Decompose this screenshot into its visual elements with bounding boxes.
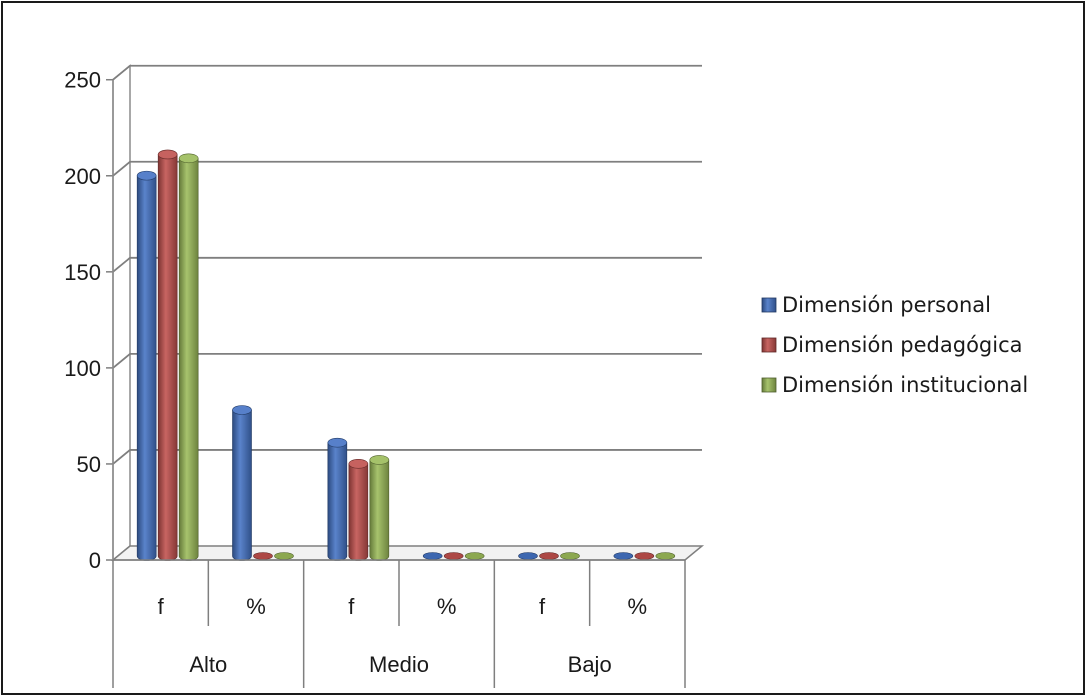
legend-item: Dimensión personal (761, 293, 991, 317)
legend-label: Dimensión institucional (782, 373, 1028, 397)
bar (369, 455, 390, 561)
bar (232, 405, 252, 561)
bar (560, 552, 580, 560)
legend-swatch (761, 337, 777, 353)
bars (136, 149, 676, 561)
bar (253, 552, 273, 560)
bar (422, 552, 443, 560)
bar (443, 552, 464, 560)
y-tick-label: 250 (64, 68, 101, 93)
plot-walls (110, 64, 705, 562)
gridline (112, 449, 702, 465)
x-sub-label: f (158, 594, 165, 619)
gridline (112, 256, 702, 273)
x-sub-label: % (437, 594, 457, 619)
gridline (112, 352, 702, 369)
bar (613, 552, 634, 560)
y-axis: 0 50 100 150 200 250 (64, 68, 114, 573)
bar (327, 437, 348, 561)
bar (464, 552, 485, 560)
legend-item: Dimensión pedagógica (761, 333, 1023, 357)
x-sub-label: % (246, 594, 266, 619)
legend-item: Dimensión institucional (761, 373, 1028, 397)
bar (348, 458, 369, 561)
y-tick-label: 50 (77, 452, 101, 477)
bar (274, 552, 294, 560)
x-group-label: Medio (369, 652, 429, 677)
x-sub-label: f (539, 594, 546, 619)
gridline (112, 64, 702, 81)
bar (136, 170, 157, 561)
legend-swatch (761, 377, 777, 393)
x-sub-label: f (348, 594, 355, 619)
legend-swatch (761, 297, 777, 313)
x-group-label: Bajo (568, 652, 612, 677)
x-sub-label: % (628, 594, 648, 619)
bar (178, 153, 199, 561)
y-tick-label: 200 (64, 164, 101, 189)
y-tick-label: 0 (89, 548, 101, 573)
legend-label: Dimensión personal (782, 293, 991, 317)
floor (110, 545, 705, 561)
gridlines (112, 64, 702, 465)
y-tick-label: 100 (64, 356, 101, 381)
side-wall (112, 64, 131, 562)
legend-label: Dimensión pedagógica (782, 333, 1023, 357)
bar (655, 552, 676, 560)
bar (634, 552, 655, 560)
x-group-label: Alto (189, 652, 227, 677)
bar-chart: 0 50 100 150 200 250 f% f% f % Alto Medio Bajo Dime… (64, 64, 1028, 688)
bar (157, 149, 178, 561)
bar (518, 552, 538, 560)
bar (539, 552, 559, 560)
legend: Dimensión personal Dimensión pedagógica Di… (761, 293, 1028, 397)
y-tick-label: 150 (64, 260, 101, 285)
gridline (112, 160, 702, 177)
x-axis: f% f% f % Alto Medio Bajo (112, 559, 686, 688)
